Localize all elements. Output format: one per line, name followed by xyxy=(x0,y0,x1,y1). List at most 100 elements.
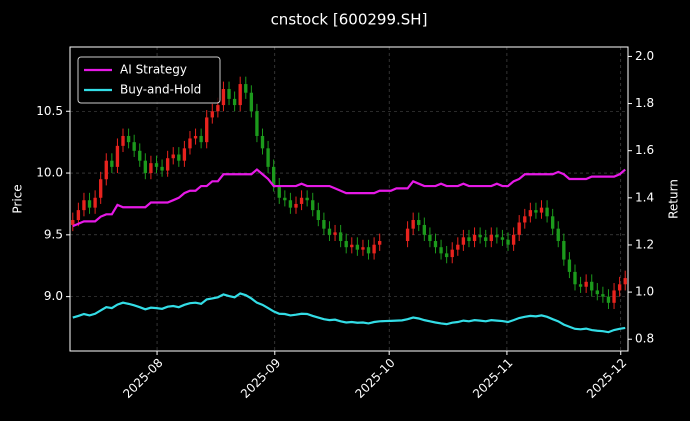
candle-body xyxy=(333,232,337,235)
candle-body xyxy=(489,234,493,242)
candle-body xyxy=(110,160,114,167)
candle-body xyxy=(294,203,298,208)
candle-body xyxy=(121,135,125,146)
candle-body xyxy=(266,148,270,167)
candle-body xyxy=(433,241,438,248)
candle-body xyxy=(590,281,594,291)
y2-tick-label: 1.8 xyxy=(635,96,654,110)
candle-body xyxy=(623,278,627,285)
candle-body xyxy=(562,241,566,260)
candle-body xyxy=(299,197,304,204)
candle-body xyxy=(484,237,488,242)
line-series xyxy=(72,168,626,228)
candle-body xyxy=(188,138,192,149)
candle-body xyxy=(76,210,81,221)
candle-body xyxy=(478,234,482,238)
y2-tick-label: 1.2 xyxy=(635,237,654,251)
candle-body xyxy=(422,224,427,235)
candle-body xyxy=(205,117,209,143)
candle-body xyxy=(93,197,97,208)
candle-body xyxy=(244,84,248,93)
y2-axis-label: Return xyxy=(667,179,681,219)
y-tick-label: 10.5 xyxy=(36,104,63,118)
candle-body xyxy=(372,244,376,254)
candle-body xyxy=(450,249,454,258)
x-tick-label: 2025-10 xyxy=(352,356,397,401)
legend-box xyxy=(77,56,221,104)
candle-body xyxy=(182,148,187,161)
candle-body xyxy=(361,247,365,250)
y2-tick-label: 1.0 xyxy=(635,285,654,299)
candle-body xyxy=(132,142,136,151)
candle-body xyxy=(232,98,237,106)
candle-body xyxy=(344,241,348,248)
y-tick-label: 9.0 xyxy=(44,289,63,303)
y2-tick-label: 2.0 xyxy=(635,49,654,63)
candle-body xyxy=(216,105,220,112)
candle-body xyxy=(495,234,499,238)
candle-body xyxy=(567,259,572,272)
candle-body xyxy=(255,111,259,136)
candle-body xyxy=(171,154,175,159)
candle-body xyxy=(126,135,131,143)
candle-body xyxy=(311,200,315,211)
x-tick-label: 2025-12 xyxy=(584,356,629,401)
y2-tick-label: 1.6 xyxy=(635,143,654,157)
candle-body xyxy=(327,228,332,235)
candle-body xyxy=(238,84,242,106)
candle-body xyxy=(149,163,153,174)
x-tick-label: 2025-11 xyxy=(470,356,515,401)
y-axis-label: Price xyxy=(11,184,25,213)
candle-body xyxy=(517,222,521,235)
candle-body xyxy=(99,179,103,198)
candle-body xyxy=(612,290,616,303)
candle-body xyxy=(545,207,549,217)
candle-body xyxy=(355,244,360,250)
candle-body xyxy=(177,154,181,161)
x-tick-label: 2025-08 xyxy=(120,356,165,401)
candle-body xyxy=(322,220,326,229)
candle-body xyxy=(595,290,599,295)
candle-body xyxy=(221,89,226,106)
y2-tick-label: 0.8 xyxy=(635,332,654,346)
candle-body xyxy=(467,237,471,242)
candle-body xyxy=(500,237,505,240)
candle-body xyxy=(601,294,605,297)
candle-body xyxy=(227,89,231,99)
y-tick-label: 10.0 xyxy=(36,166,63,180)
candle-body xyxy=(523,216,527,223)
candle-body xyxy=(378,241,382,245)
candle-body xyxy=(506,239,510,245)
candle-body xyxy=(444,253,449,258)
candle-body xyxy=(439,247,443,254)
candle-body xyxy=(87,200,92,208)
candle-body xyxy=(511,234,516,245)
candle-body xyxy=(573,271,577,285)
y2-tick-label: 1.4 xyxy=(635,190,654,204)
candle-body xyxy=(578,284,583,287)
candle-body xyxy=(428,234,432,242)
candle-body xyxy=(338,232,343,242)
candle-body xyxy=(115,145,120,167)
candle-body xyxy=(82,200,86,211)
candle-body xyxy=(138,150,142,161)
candle-body xyxy=(606,296,611,303)
candle-body xyxy=(154,163,159,167)
candle-body xyxy=(271,166,276,186)
candle-body xyxy=(461,237,466,245)
candle-body xyxy=(350,244,354,248)
candle-body xyxy=(165,158,170,171)
candle-body xyxy=(584,281,588,287)
candle-body xyxy=(277,185,281,198)
candle-body xyxy=(193,135,198,139)
y-tick-label: 9.5 xyxy=(44,227,63,241)
candle-body xyxy=(104,160,108,180)
candle-body xyxy=(405,228,410,242)
candle-body xyxy=(71,220,75,225)
candle-body xyxy=(305,197,309,201)
candle-body xyxy=(260,135,265,149)
candle-body xyxy=(617,284,622,291)
legend-label: Buy-and-Hold xyxy=(120,83,201,97)
candle-body xyxy=(556,228,560,242)
candle-body xyxy=(417,220,421,225)
